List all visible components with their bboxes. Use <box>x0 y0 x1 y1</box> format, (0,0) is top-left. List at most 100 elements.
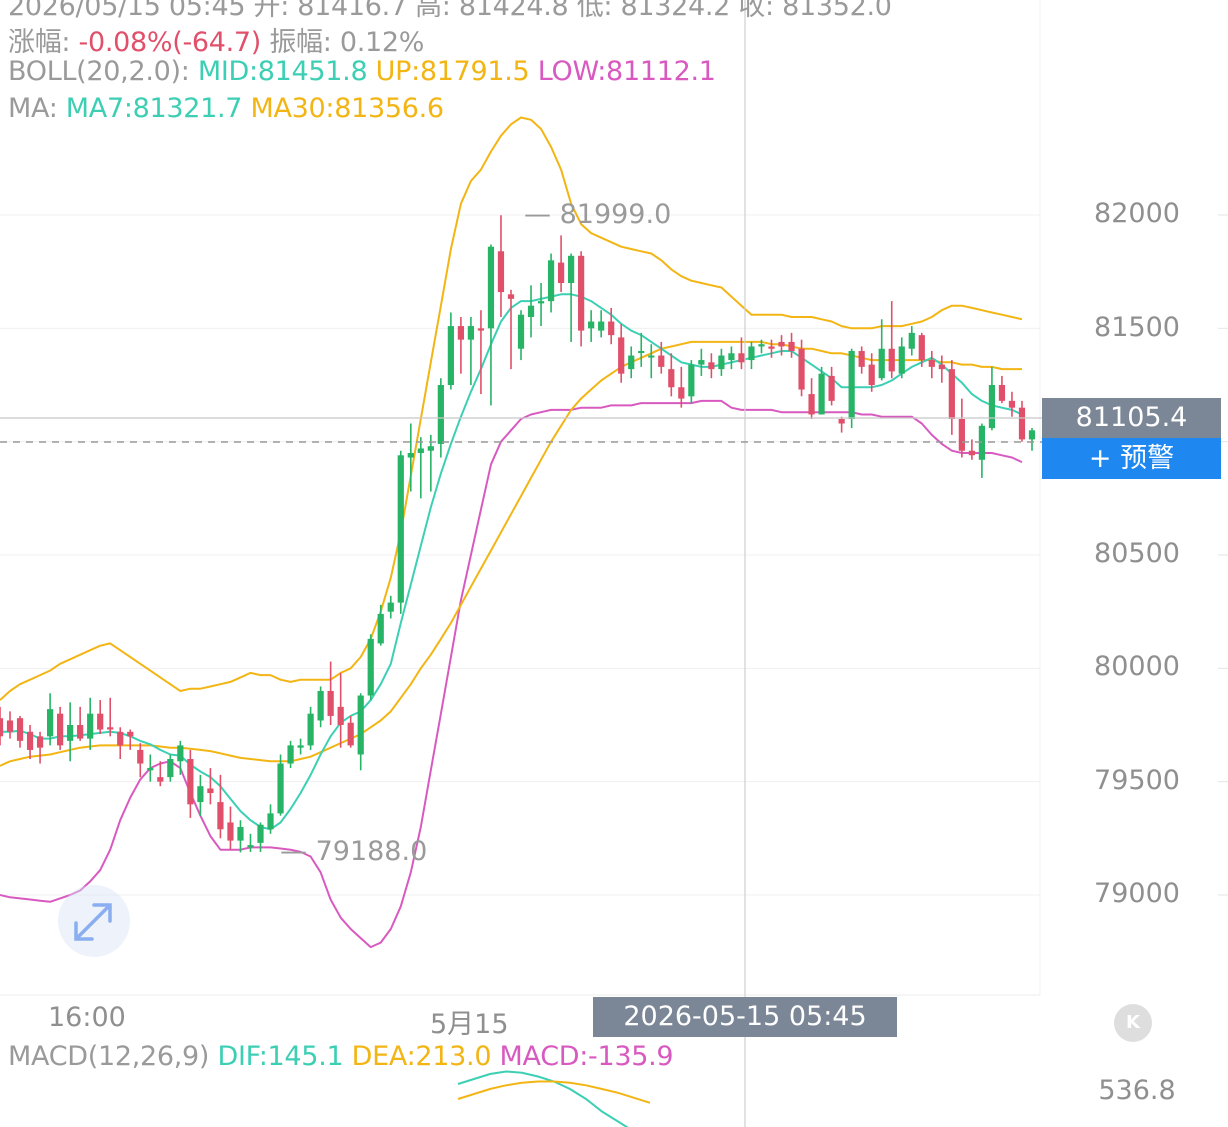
ma-label: MA: <box>8 93 58 124</box>
candle-body <box>568 255 575 283</box>
candle-body <box>26 731 34 750</box>
high-marker-value: 81999.0 <box>559 199 672 230</box>
candle <box>237 820 244 853</box>
candle-body <box>417 448 424 453</box>
candle-body <box>547 260 555 302</box>
candle-body <box>858 351 865 367</box>
candle <box>337 672 344 748</box>
y-tick-label: 79000 <box>1094 878 1180 909</box>
candle-body <box>247 845 254 848</box>
candle <box>718 348 725 376</box>
ma30-value: MA30:81356.6 <box>250 93 445 124</box>
candle <box>868 353 875 392</box>
candle <box>137 743 144 778</box>
candle <box>36 731 44 764</box>
y-tick-label: 82000 <box>1094 198 1180 229</box>
candle <box>628 346 635 379</box>
candle-body <box>337 706 344 725</box>
candle <box>778 335 785 356</box>
candle <box>447 312 454 390</box>
macd-dea: DEA:213.0 <box>351 1041 492 1072</box>
candle <box>537 283 545 327</box>
candle-body <box>287 745 294 764</box>
candle <box>497 215 505 317</box>
price-alert-button[interactable]: + 预警 <box>1042 438 1221 479</box>
candle <box>507 289 515 370</box>
candle-body <box>277 763 284 814</box>
candle <box>367 634 374 701</box>
candle-body <box>638 351 645 353</box>
candle-body <box>177 745 184 762</box>
candle-body <box>1008 400 1016 408</box>
candle <box>217 774 224 839</box>
candle-body <box>237 827 244 841</box>
candle <box>888 301 895 379</box>
candle-body <box>137 749 144 764</box>
candle-body <box>848 351 855 419</box>
candle <box>287 740 294 769</box>
ma-line: MA: MA7:81321.7 MA30:81356.6 <box>8 93 444 124</box>
candle <box>938 355 945 383</box>
candle <box>197 774 204 816</box>
candle-body <box>948 369 955 419</box>
candle-body <box>748 346 755 361</box>
candle-body <box>207 788 214 793</box>
candle-body <box>768 346 775 349</box>
boll-upper-line <box>0 116 1023 701</box>
candle-body <box>477 328 485 331</box>
candle-body <box>297 745 304 748</box>
candle-body <box>938 364 945 370</box>
ohlc-line: 2026/05/15 05:45 开: 81416.7 高: 81424.8 低… <box>8 0 892 22</box>
candle <box>187 749 194 818</box>
candle <box>147 754 154 782</box>
candle-body <box>628 355 635 370</box>
candle <box>267 804 274 834</box>
high-marker: — 81999.0 <box>524 199 672 230</box>
candle-body <box>958 419 965 451</box>
candle <box>858 346 865 374</box>
candle-body <box>397 455 404 603</box>
candle <box>377 604 384 646</box>
candle-body <box>407 453 414 458</box>
candle-body <box>317 691 324 721</box>
candle <box>0 706 4 746</box>
candle <box>638 332 645 367</box>
crosshair-time-label: 2026-05-15 05:45 <box>593 997 897 1037</box>
k-line-button[interactable]: K <box>1114 1004 1152 1042</box>
ma30-line <box>0 340 1022 767</box>
candle-body <box>828 375 835 401</box>
amplitude-label: 振幅: <box>269 27 332 58</box>
candle <box>277 754 284 816</box>
candle <box>998 375 1006 404</box>
candle-body <box>487 246 495 329</box>
candle <box>167 754 174 782</box>
change-line: 涨幅: -0.08%(-64.7) 振幅: 0.12% <box>8 20 424 59</box>
expand-fullscreen-button[interactable] <box>58 885 130 957</box>
candle-body <box>507 294 515 299</box>
candle-body <box>537 301 545 304</box>
change-label: 涨幅: <box>8 27 71 58</box>
candle-body <box>608 321 615 336</box>
candle <box>407 423 414 492</box>
candle <box>257 822 264 852</box>
candles <box>0 215 1036 853</box>
candle-body <box>818 373 825 415</box>
candle-body <box>778 341 785 347</box>
candle <box>297 738 304 755</box>
candle <box>107 697 114 737</box>
candle <box>97 700 104 735</box>
ma7-value: MA7:81321.7 <box>65 93 243 124</box>
candle-body <box>988 385 996 429</box>
crosshair <box>0 0 1042 1127</box>
candle-body <box>578 255 585 331</box>
candle <box>978 423 986 478</box>
candle <box>347 715 354 748</box>
candle-body <box>197 786 204 803</box>
candle-body <box>467 326 475 340</box>
candle <box>247 833 254 852</box>
candle <box>988 366 996 431</box>
macd-line: MACD(12,26,9) DIF:145.1 DEA:213.0 MACD:-… <box>8 1041 674 1072</box>
candle-body <box>718 355 725 370</box>
candle <box>658 341 665 374</box>
